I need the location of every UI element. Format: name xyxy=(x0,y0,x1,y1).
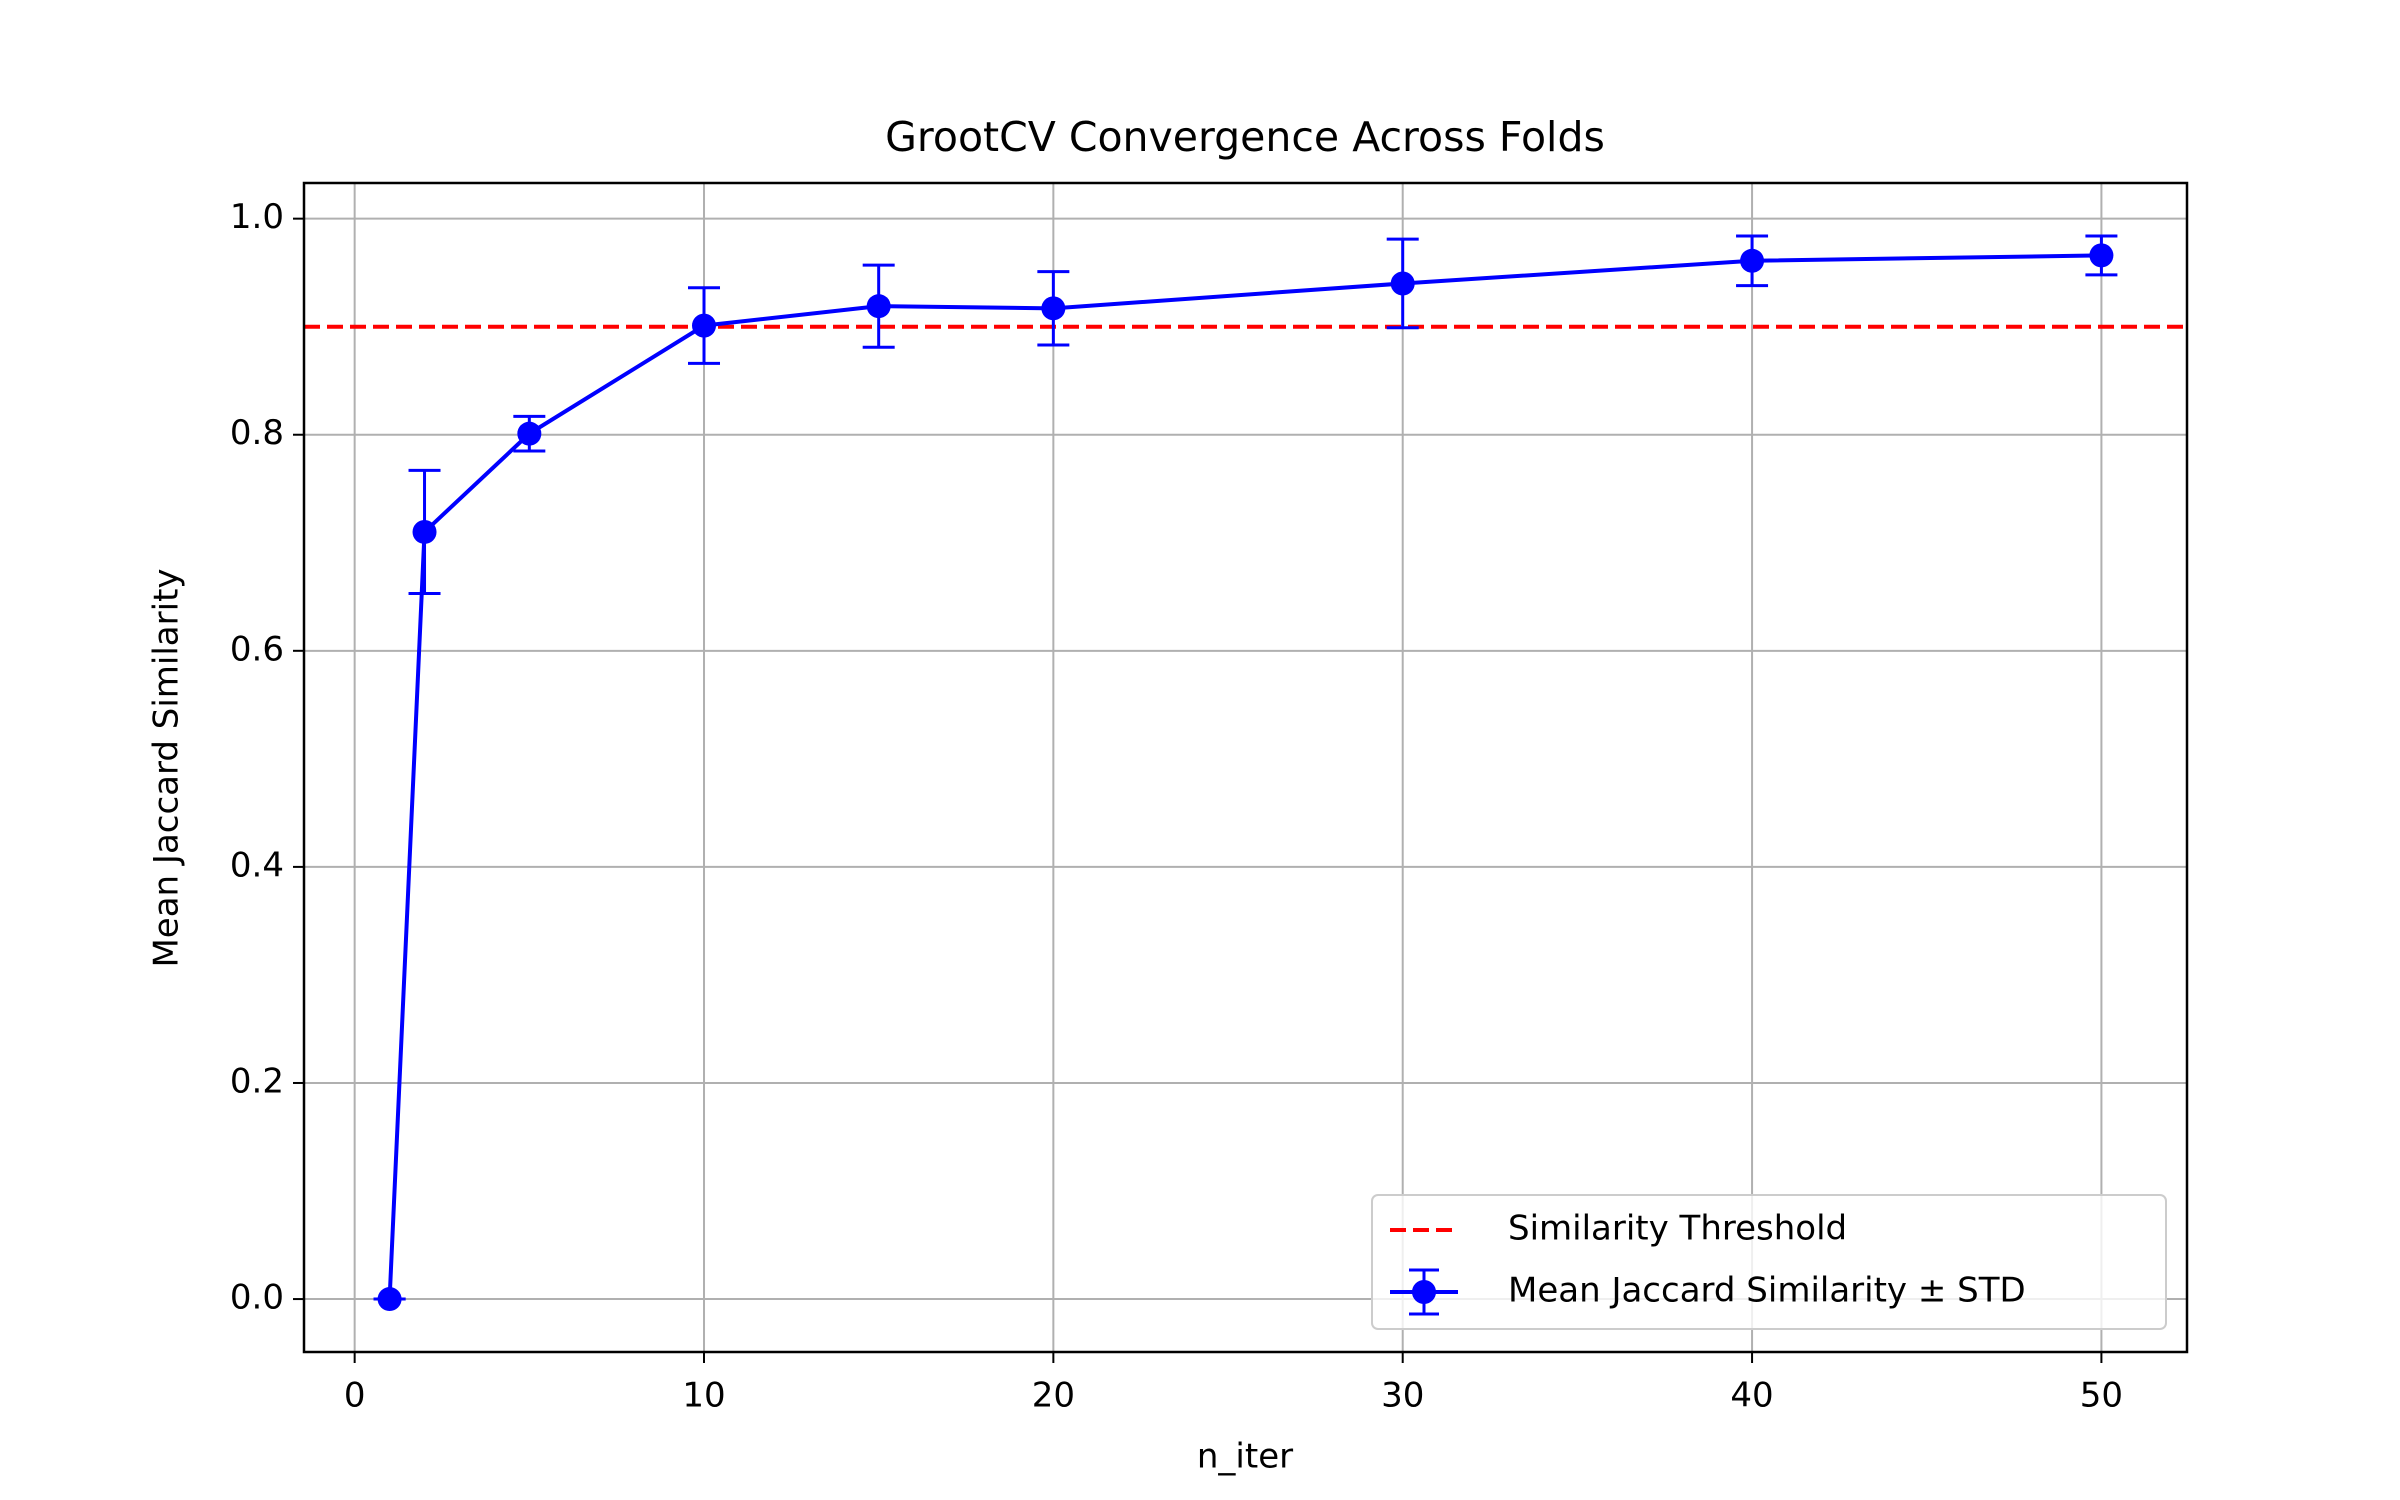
data-point xyxy=(1740,248,1765,273)
data-point xyxy=(2089,243,2114,268)
legend-box xyxy=(1371,1194,2167,1330)
data-point xyxy=(1390,271,1415,296)
x-tick-label: 50 xyxy=(2080,1376,2123,1416)
y-tick-label: 0.8 xyxy=(230,413,284,453)
data-point xyxy=(377,1287,402,1312)
y-axis-label: Mean Jaccard Similarity xyxy=(147,568,187,967)
legend-swatch xyxy=(1412,1280,1436,1304)
x-tick-label: 10 xyxy=(682,1376,725,1416)
data-point xyxy=(412,519,437,544)
legend-label: Similarity Threshold xyxy=(1508,1209,1847,1249)
y-tick-label: 0.6 xyxy=(230,629,284,669)
data-point xyxy=(692,313,717,338)
x-axis-label: n_iter xyxy=(1197,1437,1293,1477)
y-tick-label: 0.0 xyxy=(230,1278,284,1318)
y-tick-label: 0.2 xyxy=(230,1061,284,1101)
axes-frame xyxy=(302,181,2189,1354)
data-point xyxy=(1041,296,1066,321)
x-tick-label: 40 xyxy=(1730,1376,1773,1416)
legend-label: Mean Jaccard Similarity ± STD xyxy=(1508,1271,2026,1311)
data-point xyxy=(866,294,891,319)
chart-title: GrootCV Convergence Across Folds xyxy=(885,113,1605,161)
x-tick-label: 20 xyxy=(1032,1376,1075,1416)
data-point xyxy=(517,421,542,446)
y-tick-label: 0.4 xyxy=(230,845,284,885)
x-tick-label: 0 xyxy=(344,1376,366,1416)
y-tick-label: 1.0 xyxy=(230,197,284,237)
x-tick-label: 30 xyxy=(1381,1376,1424,1416)
